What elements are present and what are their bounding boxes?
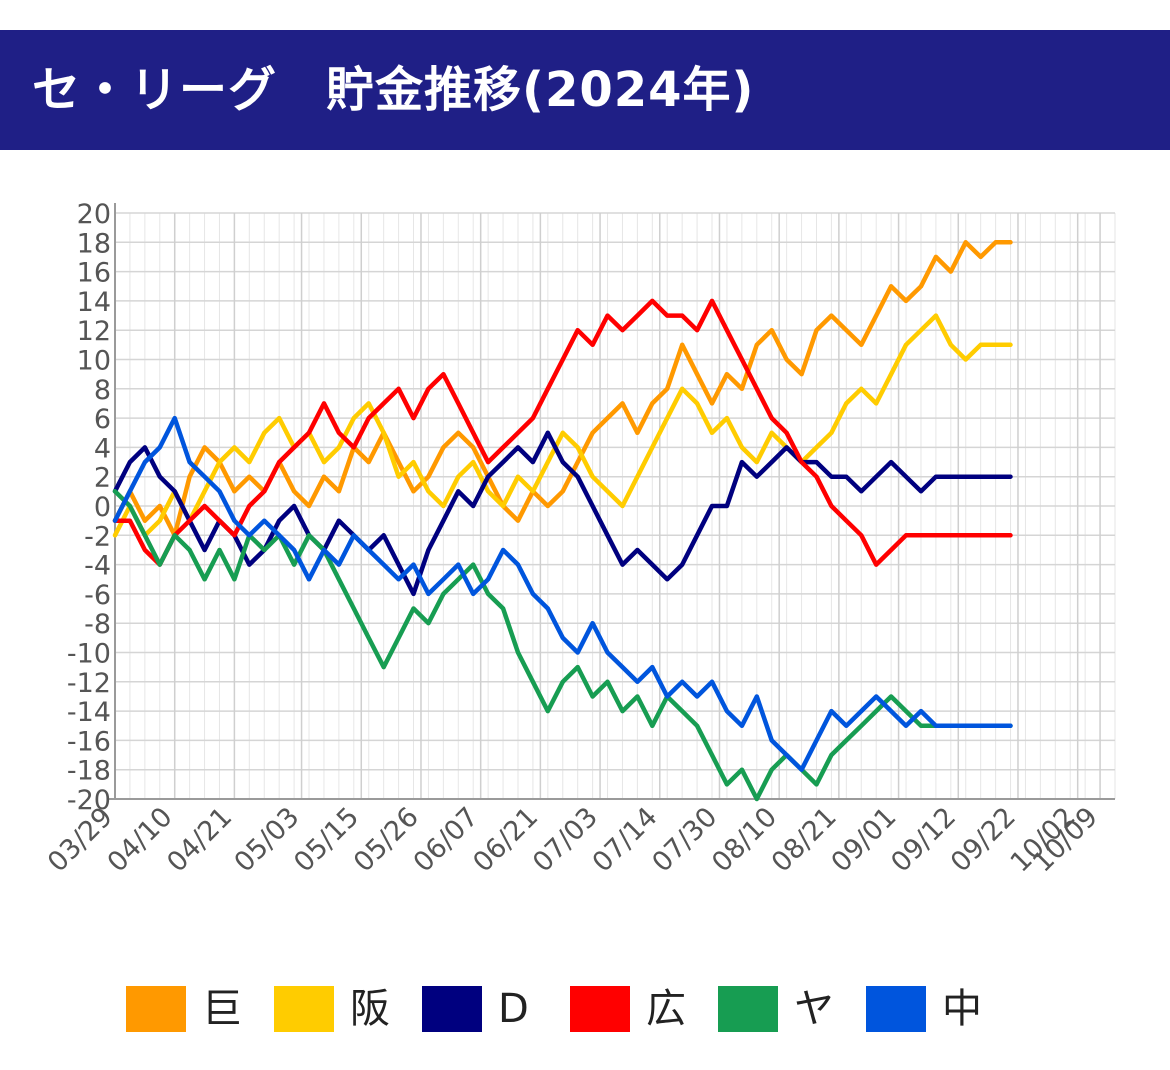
legend-item: 巨 [126,986,274,1032]
legend-item: ヤ [718,986,866,1032]
legend-item: 広 [570,986,718,1032]
y-tick-label: -6 [84,580,111,611]
legend-swatch [866,986,926,1032]
y-tick-label: -20 [67,785,111,816]
x-tick-label: 09/12 [885,801,962,878]
series-line [112,415,1013,772]
x-tick-label: 09/22 [945,801,1022,878]
legend-item: 中 [866,986,1014,1032]
x-tick-label: 05/26 [348,801,425,878]
series-line [112,298,1013,567]
x-tick-label: 05/03 [229,801,306,878]
y-tick-label: 2 [94,463,111,494]
legend-swatch [718,986,778,1032]
y-tick-label: -2 [84,521,111,552]
x-tick-label: 08/21 [766,801,843,878]
y-tick-label: 0 [94,492,111,523]
legend-swatch [274,986,334,1032]
y-tick-label: -10 [67,639,111,670]
header-bar: セ・リーグ 貯金推移(2024年) [0,30,1170,150]
series-line [112,313,1013,538]
y-tick-label: 12 [77,316,111,347]
y-tick-label: 4 [94,433,111,464]
legend-swatch [570,986,630,1032]
y-tick-label: -16 [67,726,111,757]
x-tick-label: 05/15 [288,801,365,878]
y-tick-label: 20 [77,199,111,230]
x-tick-label: 07/03 [527,801,604,878]
legend-label: 広 [646,986,686,1032]
legend-item: D [422,986,570,1032]
x-tick-label: 06/21 [467,801,544,878]
series-line [112,489,1013,802]
y-tick-label: -4 [84,551,111,582]
x-tick-label: 09/01 [826,801,903,878]
y-tick-label: 18 [77,228,111,259]
y-tick-label: -12 [67,668,111,699]
x-tick-label: 08/10 [706,801,783,878]
legend-label: ヤ [794,986,834,1032]
legend-swatch [422,986,482,1032]
legend-label: D [498,986,529,1032]
y-tick-label: 8 [94,375,111,406]
y-tick-label: -18 [67,756,111,787]
legend-swatch [126,986,186,1032]
legend-label: 阪 [350,986,390,1032]
y-tick-label: 14 [77,287,111,318]
x-tick-label: 04/10 [102,801,179,878]
x-tick-label: 07/14 [587,801,664,878]
y-tick-label: -8 [84,609,111,640]
y-tick-label: -14 [67,697,111,728]
legend-item: 阪 [274,986,422,1032]
x-tick-label: 04/21 [161,801,238,878]
legend-label: 中 [942,986,982,1032]
y-tick-label: 16 [77,258,111,289]
page-title: セ・リーグ 貯金推移(2024年) [32,62,755,118]
x-tick-label: 06/07 [408,801,485,878]
legend-label: 巨 [202,986,242,1032]
x-tick-label: 07/30 [646,801,723,878]
y-tick-label: 6 [94,404,111,435]
y-tick-label: 10 [77,346,111,377]
